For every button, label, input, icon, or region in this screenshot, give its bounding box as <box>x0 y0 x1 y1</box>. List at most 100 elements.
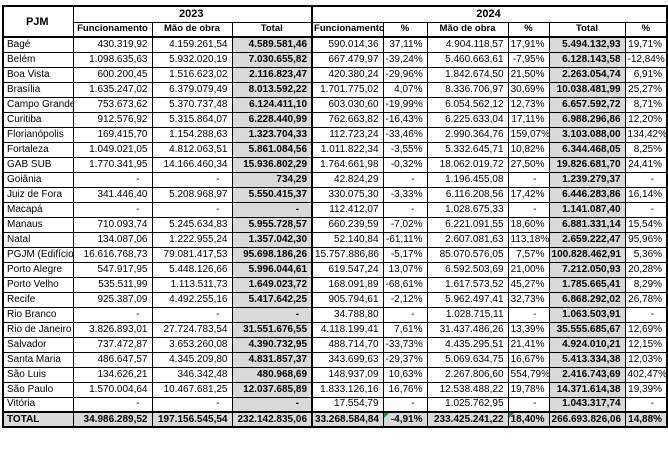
value-cell[interactable]: - <box>507 396 550 413</box>
value-cell[interactable]: 2.607.081,63 <box>426 231 509 248</box>
row-label-cell[interactable]: Belém <box>2 51 74 68</box>
value-cell[interactable]: 6.868.292,02 <box>548 291 626 308</box>
value-cell[interactable]: 12,69% <box>624 321 668 338</box>
value-cell[interactable]: -5,17% <box>382 246 428 263</box>
value-cell[interactable]: 12.538.488,22 <box>426 381 509 398</box>
row-label-cell[interactable]: Rio de Janeiro <box>2 321 74 338</box>
value-cell[interactable]: - <box>507 171 550 188</box>
value-cell[interactable]: 480.968,69 <box>231 366 314 383</box>
value-cell[interactable]: 12.037.685,89 <box>231 381 314 398</box>
value-cell[interactable]: 1.028.675,33 <box>426 201 509 218</box>
value-cell[interactable]: 762.663,82 <box>311 111 384 128</box>
value-cell[interactable]: 346.342,48 <box>151 366 233 383</box>
value-cell[interactable]: 1.323.704,33 <box>231 126 314 143</box>
row-label-cell[interactable]: PGJM (Edifício) <box>2 246 74 263</box>
value-cell[interactable]: 169.415,70 <box>72 126 153 143</box>
value-cell[interactable]: 1.617.573,52 <box>426 276 509 293</box>
value-cell[interactable]: 12,73% <box>507 96 550 113</box>
value-cell[interactable]: 31.437.486,26 <box>426 321 509 338</box>
value-cell[interactable]: 8.013.592,22 <box>231 81 314 98</box>
value-cell[interactable]: 26,78% <box>624 291 668 308</box>
value-cell[interactable]: 27,50% <box>507 156 550 173</box>
value-cell[interactable]: 100.828.462,91 <box>548 246 626 263</box>
value-cell[interactable]: 1.141.087,40 <box>548 201 626 218</box>
value-cell[interactable]: -12,84% <box>624 51 668 68</box>
value-cell[interactable]: 6.988.296,86 <box>548 111 626 128</box>
value-cell[interactable]: 5.245.634,83 <box>151 216 233 233</box>
value-cell[interactable]: 5.417.642,25 <box>231 291 314 308</box>
row-label-cell[interactable]: Goiânia <box>2 171 74 188</box>
value-cell[interactable]: 197.156.545,54 <box>151 411 233 428</box>
value-cell[interactable]: 600.200,45 <box>72 66 153 83</box>
value-cell[interactable]: 7,61% <box>382 321 428 338</box>
row-label-cell[interactable]: Porto Velho <box>2 276 74 293</box>
value-cell[interactable]: 912.576,92 <box>72 111 153 128</box>
value-cell[interactable]: 6.657.592,72 <box>548 96 626 113</box>
value-cell[interactable]: 6.054.562,12 <box>426 96 509 113</box>
value-cell[interactable]: 6.881.331,14 <box>548 216 626 233</box>
value-cell[interactable]: 16.616.768,73 <box>72 246 153 263</box>
row-label-cell[interactable]: Fortaleza <box>2 141 74 158</box>
value-cell[interactable]: -0,32% <box>382 156 428 173</box>
value-cell[interactable]: 52.140,84 <box>311 231 384 248</box>
value-cell[interactable]: 430.319,92 <box>72 36 153 53</box>
value-cell[interactable]: 13,39% <box>507 321 550 338</box>
value-cell[interactable]: 660.239,59 <box>311 216 384 233</box>
value-cell[interactable]: 19,39% <box>624 381 668 398</box>
value-cell[interactable]: 1.570.004,64 <box>72 381 153 398</box>
value-cell[interactable]: 33.268.584,84 <box>311 411 384 428</box>
row-label-cell[interactable]: TOTAL <box>2 411 74 428</box>
value-cell[interactable]: - <box>507 306 550 323</box>
row-label-cell[interactable]: Campo Grande <box>2 96 74 113</box>
value-cell[interactable]: 4.831.857,37 <box>231 351 314 368</box>
value-cell[interactable]: 21,50% <box>507 66 550 83</box>
value-cell[interactable]: 21,00% <box>507 261 550 278</box>
value-cell[interactable]: 148.937,09 <box>311 366 384 383</box>
value-cell[interactable]: -4,91% <box>382 411 428 428</box>
value-cell[interactable]: 1.049.021,05 <box>72 141 153 158</box>
value-cell[interactable]: 1.239.279,37 <box>548 171 626 188</box>
value-cell[interactable]: 159,07% <box>507 126 550 143</box>
value-cell[interactable]: 6.446.283,86 <box>548 186 626 203</box>
value-cell[interactable]: 1.098.635,63 <box>72 51 153 68</box>
value-cell[interactable]: 2.263.054,74 <box>548 66 626 83</box>
value-cell[interactable]: 34.986.289,52 <box>72 411 153 428</box>
value-cell[interactable]: 17,11% <box>507 111 550 128</box>
value-cell[interactable]: - <box>382 171 428 188</box>
value-cell[interactable]: 5.332.645,71 <box>426 141 509 158</box>
value-cell[interactable]: - <box>624 171 668 188</box>
value-cell[interactable]: 12,15% <box>624 336 668 353</box>
value-cell[interactable]: - <box>151 171 233 188</box>
value-cell[interactable]: 16,76% <box>382 381 428 398</box>
value-cell[interactable]: 7,57% <box>507 246 550 263</box>
value-cell[interactable]: 18,60% <box>507 216 550 233</box>
value-cell[interactable]: - <box>151 396 233 413</box>
value-cell[interactable]: -39,24% <box>382 51 428 68</box>
value-cell[interactable]: 5.550.415,37 <box>231 186 314 203</box>
value-cell[interactable]: 24,41% <box>624 156 668 173</box>
percent-header[interactable]: % <box>624 21 668 38</box>
value-cell[interactable]: 79.081.417,53 <box>151 246 233 263</box>
value-cell[interactable]: 113,18% <box>507 231 550 248</box>
value-cell[interactable]: - <box>72 171 153 188</box>
value-cell[interactable]: 15,54% <box>624 216 668 233</box>
value-cell[interactable]: 5.955.728,57 <box>231 216 314 233</box>
value-cell[interactable]: 7.030.655,82 <box>231 51 314 68</box>
value-cell[interactable]: 16,14% <box>624 186 668 203</box>
value-cell[interactable]: 3.653.260,08 <box>151 336 233 353</box>
value-cell[interactable]: 1.635.247,02 <box>72 81 153 98</box>
year-2024-header[interactable]: 2024 <box>311 5 668 23</box>
value-cell[interactable]: 1.516.623,02 <box>151 66 233 83</box>
value-cell[interactable]: 19,71% <box>624 36 668 53</box>
value-cell[interactable]: 2.416.743,69 <box>548 366 626 383</box>
value-cell[interactable]: 4.812.063,51 <box>151 141 233 158</box>
value-cell[interactable]: -19,99% <box>382 96 428 113</box>
value-cell[interactable]: 3.103.088,00 <box>548 126 626 143</box>
value-cell[interactable]: 4.390.732,95 <box>231 336 314 353</box>
value-cell[interactable]: 5.460.663,61 <box>426 51 509 68</box>
percent-header[interactable]: % <box>382 21 428 38</box>
row-label-cell[interactable]: Florianópolis <box>2 126 74 143</box>
value-cell[interactable]: 6.228.440,99 <box>231 111 314 128</box>
value-cell[interactable]: 5.996.044,61 <box>231 261 314 278</box>
total-2023-header[interactable]: Total <box>231 21 314 38</box>
